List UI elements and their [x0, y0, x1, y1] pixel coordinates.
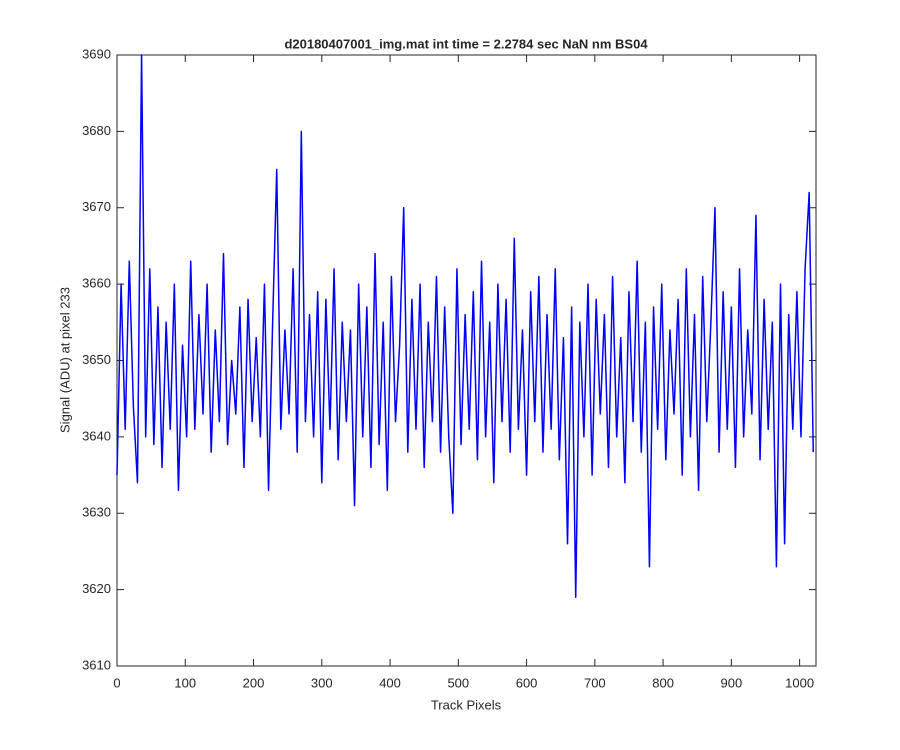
y-tick-label: 3650 [82, 352, 111, 367]
x-tick-label: 500 [447, 675, 469, 690]
x-tick-label: 900 [721, 675, 743, 690]
y-tick-label: 3660 [82, 276, 111, 291]
x-tick-label: 800 [652, 675, 674, 690]
x-tick-label: 1000 [785, 675, 814, 690]
x-tick-label: 0 [113, 675, 120, 690]
x-tick-label: 300 [311, 675, 333, 690]
x-tick-label: 200 [243, 675, 265, 690]
x-tick-label: 700 [584, 675, 606, 690]
x-axis-label: Track Pixels [431, 697, 502, 712]
data-line [116, 54, 815, 599]
y-tick-label: 3670 [82, 199, 111, 214]
y-tick-label: 3610 [82, 657, 111, 672]
chart-title: d20180407001_img.mat int time = 2.2784 s… [284, 36, 648, 51]
x-tick-label: 100 [174, 675, 196, 690]
y-axis-label: Signal (ADU) at pixel 233 [57, 287, 72, 433]
y-tick-label: 3680 [82, 123, 111, 138]
x-tick-label: 400 [379, 675, 401, 690]
x-tick-label: 600 [516, 675, 538, 690]
y-tick-label: 3690 [82, 46, 111, 61]
y-tick-label: 3640 [82, 428, 111, 443]
y-tick-label: 3620 [82, 581, 111, 596]
y-tick-label: 3630 [82, 505, 111, 520]
